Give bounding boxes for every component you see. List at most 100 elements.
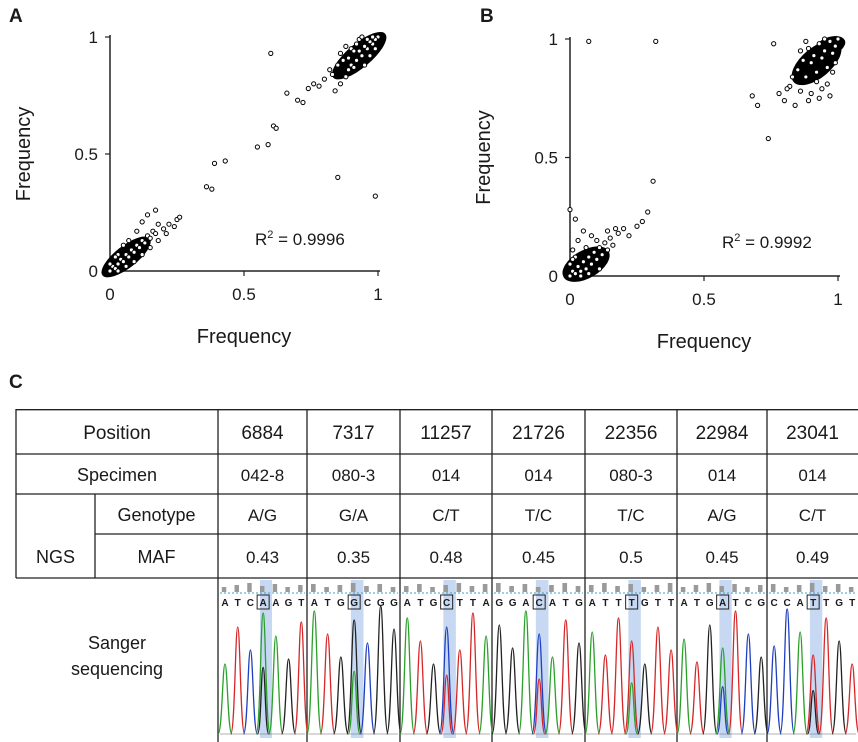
trace-peak bbox=[702, 624, 718, 735]
data-point bbox=[803, 38, 809, 44]
base-call: T bbox=[417, 598, 423, 609]
data-point bbox=[795, 67, 801, 73]
base-call: T bbox=[235, 598, 241, 609]
trace-peak bbox=[689, 661, 705, 735]
data-point bbox=[126, 254, 132, 260]
position-header: Position bbox=[83, 423, 151, 444]
data-point bbox=[813, 69, 820, 75]
base-call: T bbox=[615, 598, 621, 609]
data-point bbox=[353, 57, 360, 64]
trace-peak bbox=[386, 628, 402, 735]
quality-bar bbox=[443, 585, 448, 592]
data-point bbox=[822, 36, 828, 42]
quality-bar bbox=[482, 584, 488, 592]
quality-bar bbox=[469, 586, 475, 592]
variant-box bbox=[440, 594, 454, 610]
position-cell: 23041 bbox=[786, 423, 839, 444]
quality-bar bbox=[324, 587, 329, 592]
quality-bar bbox=[641, 587, 647, 592]
trace-peak bbox=[268, 635, 284, 735]
data-point bbox=[265, 142, 271, 148]
data-point bbox=[144, 212, 151, 218]
data-point bbox=[222, 158, 228, 164]
quality-bar bbox=[615, 586, 620, 592]
trace-peak bbox=[306, 610, 323, 735]
trace-peak bbox=[844, 663, 858, 735]
data-point bbox=[131, 259, 137, 265]
quality-bar bbox=[680, 587, 686, 592]
data-point bbox=[816, 95, 822, 101]
data-point bbox=[131, 249, 137, 255]
quality-bar bbox=[272, 584, 278, 592]
data-point bbox=[177, 214, 183, 220]
quality-bar bbox=[390, 587, 396, 592]
sanger-label: sequencing bbox=[71, 659, 163, 679]
data-point bbox=[824, 81, 830, 87]
data-point bbox=[351, 48, 357, 54]
data-point bbox=[567, 207, 573, 213]
data-point bbox=[372, 193, 378, 199]
data-point bbox=[353, 41, 360, 47]
base-call: G bbox=[495, 598, 503, 609]
variant-highlight bbox=[535, 580, 549, 738]
base-call: G bbox=[377, 598, 385, 609]
base-call: T bbox=[470, 598, 476, 609]
data-point bbox=[580, 259, 586, 265]
x-axis-label: Frequency bbox=[197, 326, 292, 348]
trace-peak bbox=[753, 656, 769, 735]
data-point bbox=[370, 34, 376, 40]
base-call: C bbox=[536, 598, 543, 609]
data-point bbox=[126, 237, 132, 244]
y-tick-label: 0 bbox=[549, 267, 558, 286]
trace-peak bbox=[478, 635, 494, 735]
genotype-cell: A/G bbox=[707, 506, 736, 525]
position-cell: 11257 bbox=[420, 423, 471, 444]
data-point bbox=[808, 60, 814, 66]
data-point bbox=[607, 235, 613, 241]
quality-bar bbox=[310, 584, 316, 592]
trace-peak bbox=[425, 663, 442, 735]
quality-bar bbox=[693, 585, 699, 592]
quality-bar bbox=[221, 587, 227, 592]
data-point bbox=[594, 256, 600, 263]
data-point bbox=[755, 102, 761, 108]
variant-box bbox=[806, 594, 820, 610]
specimen-cell: 014 bbox=[708, 466, 736, 485]
maf-cell: 0.45 bbox=[522, 548, 555, 567]
data-point bbox=[345, 55, 352, 61]
trace-peak bbox=[438, 626, 455, 735]
variant-box bbox=[347, 594, 361, 610]
data-point bbox=[305, 85, 311, 92]
specimen-cell: 014 bbox=[524, 466, 552, 485]
data-point bbox=[808, 90, 814, 97]
trace-peak bbox=[465, 612, 481, 735]
specimen-cell: 014 bbox=[798, 466, 826, 485]
data-point bbox=[359, 34, 365, 40]
quality-bar bbox=[234, 585, 239, 592]
base-call: A bbox=[482, 598, 489, 609]
point-cluster bbox=[332, 32, 387, 80]
data-point bbox=[203, 184, 210, 190]
trace-peak bbox=[557, 619, 574, 735]
data-point bbox=[771, 41, 777, 47]
data-point bbox=[599, 252, 605, 258]
quality-bar bbox=[522, 584, 528, 592]
data-point bbox=[596, 266, 603, 272]
trace-peak-secondary bbox=[440, 674, 454, 735]
trace-peak bbox=[332, 656, 349, 735]
base-call: C bbox=[745, 598, 752, 609]
base-call: C bbox=[771, 598, 778, 609]
data-point bbox=[332, 88, 338, 94]
trace-peak bbox=[412, 640, 429, 735]
base-call: G bbox=[350, 598, 358, 609]
quality-bar bbox=[285, 587, 290, 592]
quality-bar bbox=[796, 585, 802, 592]
data-point bbox=[800, 57, 806, 63]
y-tick-label: 0.5 bbox=[74, 145, 98, 164]
base-call: G bbox=[835, 598, 843, 609]
trace-peak-secondary bbox=[806, 689, 820, 735]
x-axis-label: Frequency bbox=[657, 331, 752, 353]
